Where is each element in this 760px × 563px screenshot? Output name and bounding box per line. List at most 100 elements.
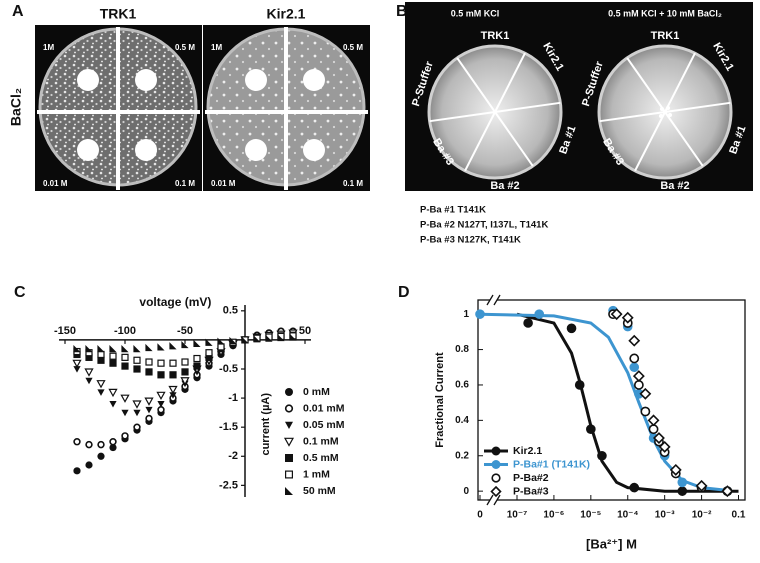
data-point xyxy=(285,470,294,479)
plate-divider xyxy=(599,111,666,123)
data-point xyxy=(157,406,165,414)
data-point xyxy=(132,400,142,409)
data-point xyxy=(647,414,660,427)
data-point xyxy=(205,349,213,357)
data-point xyxy=(133,356,141,364)
plate-divider xyxy=(634,111,666,172)
data-point xyxy=(145,358,153,366)
x-tick-label: 10⁻⁵ xyxy=(580,510,601,521)
data-point xyxy=(157,359,165,367)
legend-label: 0 mM xyxy=(303,386,330,398)
x-tick-label: 10⁻⁷ xyxy=(507,510,528,521)
row-label: BaCl₂ xyxy=(8,88,24,126)
data-point xyxy=(73,467,81,475)
data-point xyxy=(97,345,105,353)
data-point xyxy=(574,380,585,390)
plate-divider xyxy=(456,57,496,113)
plate-divider xyxy=(494,111,534,167)
data-point xyxy=(491,473,501,483)
strain-note: P-Ba #3 N127K, T141K xyxy=(420,235,521,246)
y-axis-title: Fractional Current xyxy=(434,352,446,448)
data-point xyxy=(73,345,81,353)
quadrant-label: 0.01 M xyxy=(43,179,68,188)
data-point xyxy=(181,368,189,376)
data-point xyxy=(97,389,105,396)
data-point xyxy=(621,311,634,324)
data-point xyxy=(97,350,105,359)
data-point xyxy=(491,446,501,456)
data-point xyxy=(491,460,501,469)
data-point xyxy=(109,345,117,353)
y-tick-label: -2 xyxy=(228,450,238,462)
data-point xyxy=(633,380,644,390)
data-point xyxy=(285,421,293,429)
data-point xyxy=(84,368,94,377)
x-tick-label: 50 xyxy=(299,325,311,337)
filter-disc xyxy=(245,139,267,161)
data-point xyxy=(180,377,190,386)
data-point xyxy=(145,414,153,423)
fit-curve xyxy=(479,312,728,492)
axis-break xyxy=(486,494,494,506)
y-tick-label: 1 xyxy=(463,309,469,320)
plot-frame xyxy=(477,299,746,501)
data-point xyxy=(217,337,225,345)
data-point xyxy=(85,440,93,449)
data-point xyxy=(285,388,293,396)
data-point xyxy=(285,454,293,462)
data-point xyxy=(229,336,237,345)
data-point xyxy=(73,366,81,373)
x-tick-label: 0.1 xyxy=(732,510,746,521)
data-point xyxy=(523,318,533,328)
data-point xyxy=(97,356,105,364)
colony xyxy=(659,114,663,118)
data-point xyxy=(629,482,640,493)
data-point xyxy=(144,397,154,406)
data-point xyxy=(121,409,129,417)
data-point xyxy=(217,343,225,351)
data-point xyxy=(648,424,659,435)
data-point xyxy=(628,334,641,347)
data-point xyxy=(639,387,652,400)
legend-label: P-Ba#3 xyxy=(513,485,549,497)
data-point xyxy=(566,323,577,334)
legend-label: 0.5 mM xyxy=(303,452,339,464)
data-point xyxy=(677,477,688,488)
data-point xyxy=(145,368,153,376)
colony xyxy=(666,106,670,110)
data-point xyxy=(121,432,129,440)
data-point xyxy=(168,385,178,395)
x-axis-title: voltage (mV) xyxy=(139,295,211,309)
filter-disc xyxy=(303,139,325,161)
data-point xyxy=(96,380,106,389)
legend-label: 50 mM xyxy=(303,485,336,497)
panel-letter: C xyxy=(14,284,26,301)
panel-letter: B xyxy=(396,3,408,20)
data-point xyxy=(169,359,177,367)
data-point xyxy=(265,334,273,342)
axis-break xyxy=(486,294,494,306)
axis-break xyxy=(493,294,501,306)
filter-disc xyxy=(77,139,99,161)
plate-divider xyxy=(464,111,496,172)
legend-label: 0.01 mM xyxy=(303,402,345,414)
data-point xyxy=(85,345,93,353)
data-point xyxy=(610,308,623,321)
data-point xyxy=(109,443,117,452)
data-point xyxy=(121,362,129,370)
y-tick-label: 0.8 xyxy=(455,344,469,355)
colony xyxy=(663,110,667,114)
x-tick-label: 10⁻² xyxy=(692,510,712,521)
legend-label: Kir2.1 xyxy=(513,445,542,457)
data-point xyxy=(133,345,141,353)
data-point xyxy=(169,392,177,399)
data-point xyxy=(629,362,640,373)
axis-break xyxy=(493,494,501,506)
data-point xyxy=(157,371,165,379)
data-point xyxy=(721,485,734,498)
sector-label: Ba #2 xyxy=(660,180,689,192)
data-point xyxy=(669,463,682,476)
data-point xyxy=(108,388,118,398)
data-point xyxy=(169,342,177,350)
